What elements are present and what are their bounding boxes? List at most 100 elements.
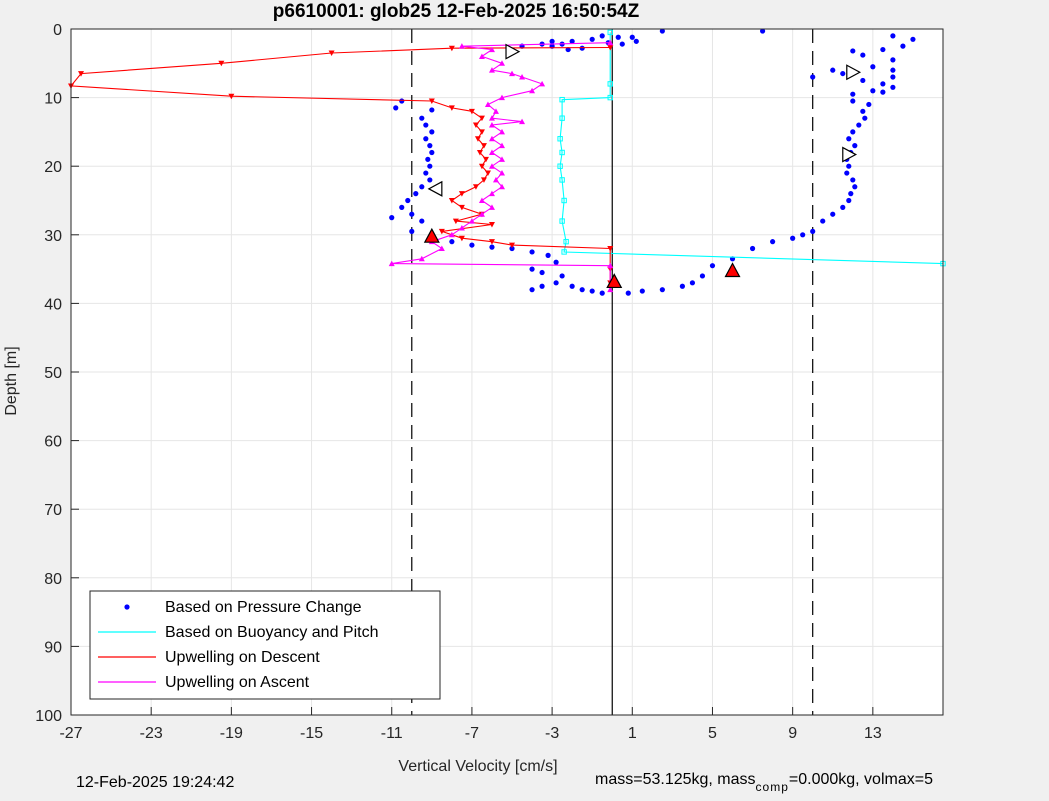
ascent-point [607,39,614,46]
legend-label: Based on Pressure Change [165,599,362,616]
pressure-change-point [633,38,639,44]
pressure-change-point [389,215,395,221]
pressure-change-point [910,36,916,42]
descent-point [488,239,495,245]
pressure-change-point [790,235,796,241]
buoyancy-pitch-point [561,197,567,204]
buoyancy-pitch-point [607,81,613,87]
pressure-change-point [405,197,411,204]
ascent-point [492,108,499,114]
y-tick-label: 90 [44,639,62,656]
ascent-point [488,67,495,73]
pressure-change-point [852,184,858,190]
ascent-point [468,218,475,224]
series-line [559,32,944,265]
x-tick-label: -27 [59,725,82,742]
y-tick-label: 40 [44,296,62,313]
pressure-change-point [870,64,876,70]
ascent-point [498,170,505,176]
descent-point [478,163,485,170]
pressure-change-point [770,239,776,245]
pressure-change-point [429,129,435,135]
legend-box [89,590,441,700]
pressure-change-point [579,45,585,51]
pressure-change-point [689,280,696,286]
pressure-change-point [900,43,906,49]
y-tick-label: 0 [53,22,62,39]
pressure-change-point [880,81,886,87]
x-tick-label: -23 [140,725,163,742]
ascent-point [488,46,495,53]
descent-point [328,50,335,57]
buoyancy-pitch-point [559,115,565,121]
pressure-change-point [639,288,645,294]
pressure-change-point [469,242,475,248]
ascent-point [478,197,485,203]
pressure-change-point [565,46,571,53]
pressure-change-point [840,70,846,77]
chart-title: p6610001: glob25 12-Feb-2025 16:50:54Z [273,1,640,22]
pressure-change-point [890,74,896,80]
pressure-change-point [409,228,415,234]
descent-point [452,218,459,225]
buoyancy-pitch-point [559,96,565,103]
pressure-change-point [800,232,806,238]
pressure-change-point [419,115,425,121]
descent-point [472,184,479,190]
pressure-change-point [679,283,686,289]
ascent-point [607,262,614,269]
legend-label: Upwelling on Ascent [165,674,310,691]
y-tick-label: 10 [44,91,62,108]
ascent-point [488,122,495,128]
pressure-change-point [579,287,585,293]
ascent-point [498,183,505,190]
y-tick-label: 20 [44,159,62,176]
pressure-change-point [846,163,852,169]
buoyancy-pitch-point [561,249,567,255]
ascent-point [488,190,495,197]
descent-point [448,198,455,204]
pressure-change-point [539,269,545,276]
pressure-change-point [427,163,433,169]
x-tick-label: -11 [381,725,403,742]
pressure-change-point [890,57,896,63]
pressure-change-point [850,98,856,104]
pressure-change-point [820,218,826,224]
pressure-change-point [615,34,621,40]
y-tick-label: 60 [44,434,62,451]
buoyancy-pitch-point [559,177,565,183]
series-3 [388,39,614,293]
buoyancy-pitch-point [559,218,565,224]
pressure-change-point [489,244,495,250]
y-tick-labels: 0 10 20 30 40 50 60 70 80 90 100 [35,22,62,725]
descent-point [438,228,445,235]
ascent-point [498,142,505,149]
pressure-change-point [427,177,433,183]
ascent-point [529,87,536,94]
descent-point [607,246,614,252]
pressure-change-point [860,52,866,58]
mass-annotation: mass=53.125kg, masscomp=0.000kg, volmax=… [595,771,933,794]
x-tick-label: 9 [788,725,797,742]
x-tick-label: 13 [864,725,882,742]
pressure-change-point [850,129,856,135]
y-tick-label: 80 [44,571,62,588]
pressure-change-point [423,136,429,142]
x-tick-label: 1 [628,725,637,742]
ascent-point [488,149,495,155]
pressure-change-point [830,211,836,217]
pressure-change-point [427,143,433,149]
x-tick-label: -3 [545,725,559,742]
ascent-point [488,115,495,121]
descent-point [428,98,435,105]
ascent-point [478,53,485,59]
pressure-change-point [759,28,766,34]
descent-point [458,235,465,242]
pressure-change-point [866,101,872,108]
ascent-point [478,211,485,217]
pressure-change-point [890,33,896,39]
ascent-point [498,128,505,135]
ascent-point [519,74,526,80]
pressure-change-point [852,143,858,149]
